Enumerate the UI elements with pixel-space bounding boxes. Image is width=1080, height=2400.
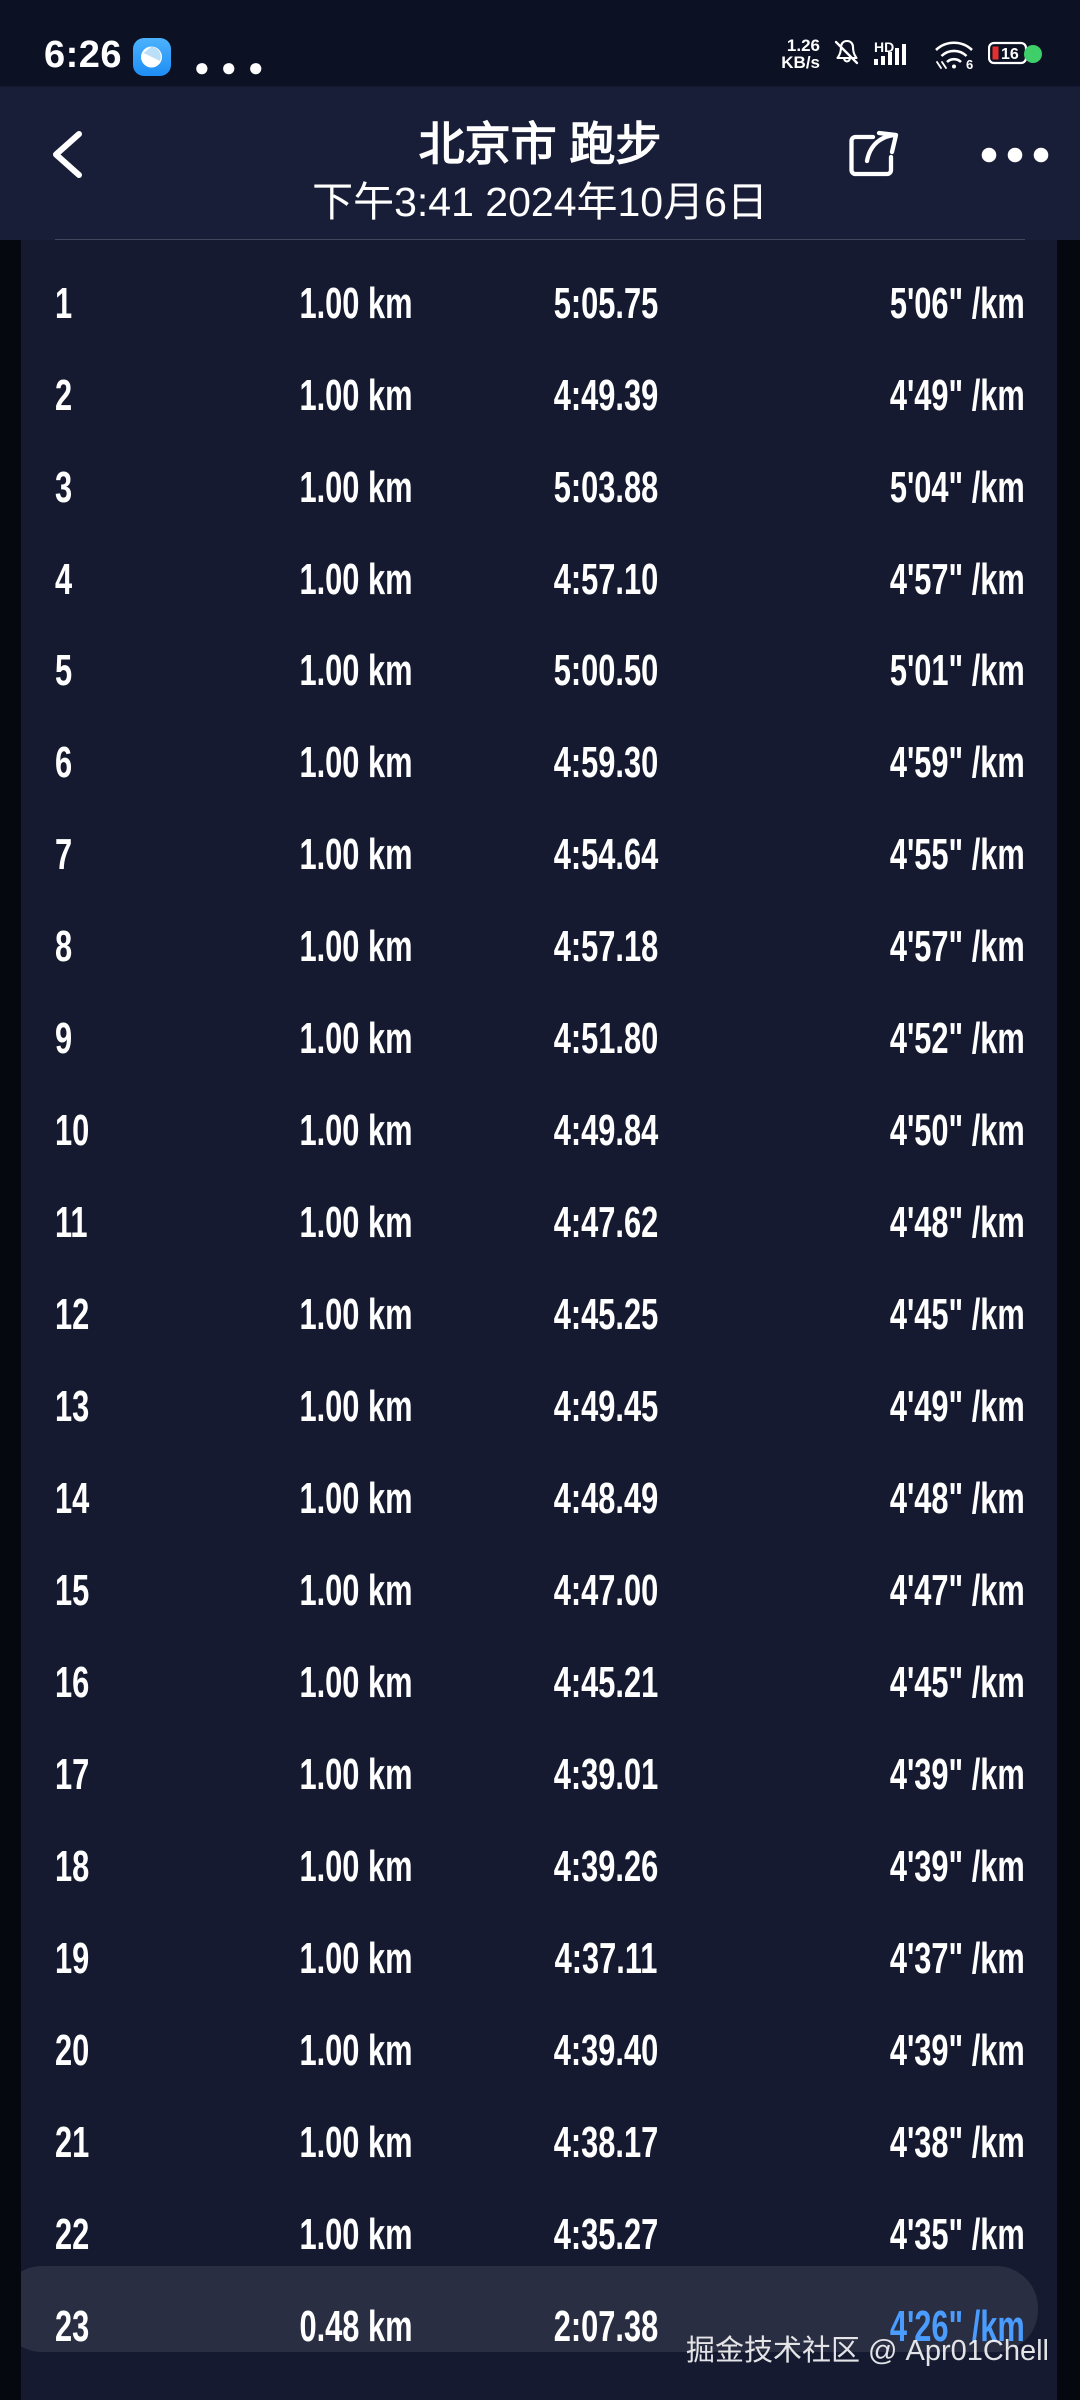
svg-text:6: 6 <box>966 57 973 69</box>
svg-text:16: 16 <box>1001 46 1019 63</box>
